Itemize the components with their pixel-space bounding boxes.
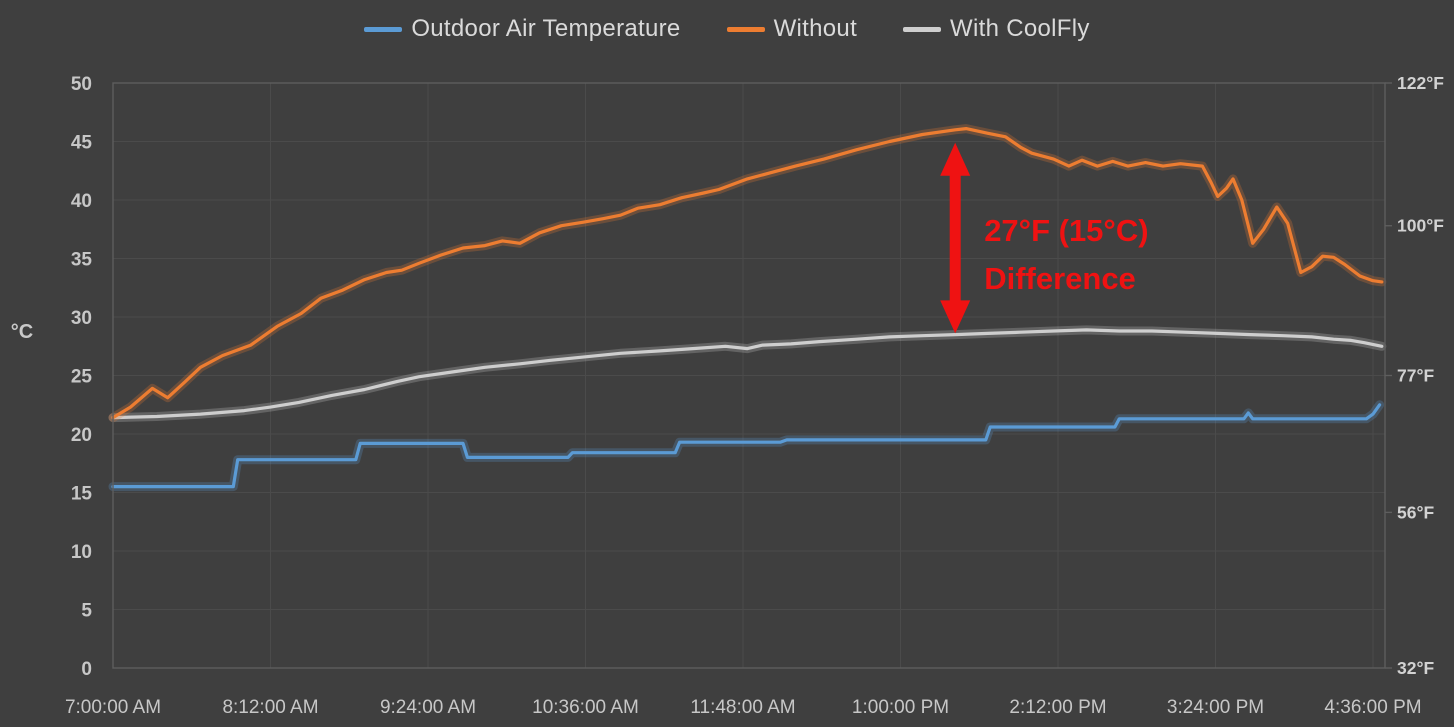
difference-annotation: 27°F (15°C) Difference: [940, 142, 1149, 334]
annotation-text-line2: Difference: [984, 261, 1136, 296]
x-tick-label: 7:00:00 AM: [65, 697, 161, 718]
y-tick-label: 5: [81, 601, 92, 622]
series-line-1: [111, 127, 1384, 420]
series-line-0: [111, 403, 1382, 489]
y-tick-label: 35: [71, 250, 93, 271]
y-tick-label: 10: [71, 542, 92, 563]
x-tick-label: 2:12:00 PM: [1009, 697, 1106, 718]
legend-dash-icon: [726, 26, 765, 32]
legend-item: With CoolFly: [903, 15, 1090, 43]
x-tick-label: 9:24:00 AM: [380, 697, 476, 718]
difference-arrow: [940, 142, 971, 334]
fahrenheit-tick-label: 122°F: [1397, 73, 1444, 93]
y-tick-label: 0: [81, 659, 92, 680]
y-tick-label: 30: [71, 308, 92, 329]
series-line-2: [111, 328, 1384, 420]
y-tick-label: 20: [71, 425, 92, 446]
y-tick-label: 40: [71, 191, 92, 212]
legend-label: Without: [773, 15, 858, 42]
x-tick-label: 1:00:00 PM: [852, 697, 949, 718]
series-halo-1: [108, 124, 1387, 423]
axes: 0 5 10 15 20 25 30 35 40 45 50 7:00:00 AM 8:12:00 AM…: [65, 73, 1444, 718]
fahrenheit-tick-label: 77°F: [1397, 366, 1434, 386]
annotation-text-line1: 27°F (15°C): [984, 213, 1148, 248]
y-tick-label: 25: [71, 367, 93, 388]
fahrenheit-tick-label: 32°F: [1397, 658, 1434, 678]
legend-item: Outdoor Air Temperature: [364, 15, 680, 43]
series-halo-0: [108, 400, 1385, 492]
x-tick-label: 11:48:00 AM: [690, 697, 795, 718]
y-tick-label: 50: [71, 74, 92, 95]
fahrenheit-tick-label: 100°F: [1397, 216, 1444, 236]
x-tick-label: 10:36:00 AM: [532, 697, 639, 718]
legend-item: Without: [726, 15, 858, 43]
data-series: [108, 124, 1387, 492]
x-tick-label: 3:24:00 PM: [1167, 697, 1264, 718]
y-axis-title: °C: [11, 321, 33, 343]
legend: Outdoor Air Temperature Without With CoolF…: [0, 15, 1454, 43]
legend-dash-icon: [903, 26, 942, 32]
fahrenheit-tick-label: 56°F: [1397, 502, 1434, 522]
x-tick-label: 4:36:00 PM: [1324, 697, 1421, 718]
y-tick-label: 45: [71, 133, 93, 154]
legend-label: With CoolFly: [950, 15, 1090, 42]
gridlines: [112, 82, 1385, 669]
legend-dash-icon: [364, 26, 403, 32]
x-tick-label: 8:12:00 AM: [222, 697, 318, 718]
legend-label: Outdoor Air Temperature: [411, 15, 681, 42]
y-tick-label: 15: [71, 484, 93, 505]
series-halo-2: [108, 325, 1387, 423]
